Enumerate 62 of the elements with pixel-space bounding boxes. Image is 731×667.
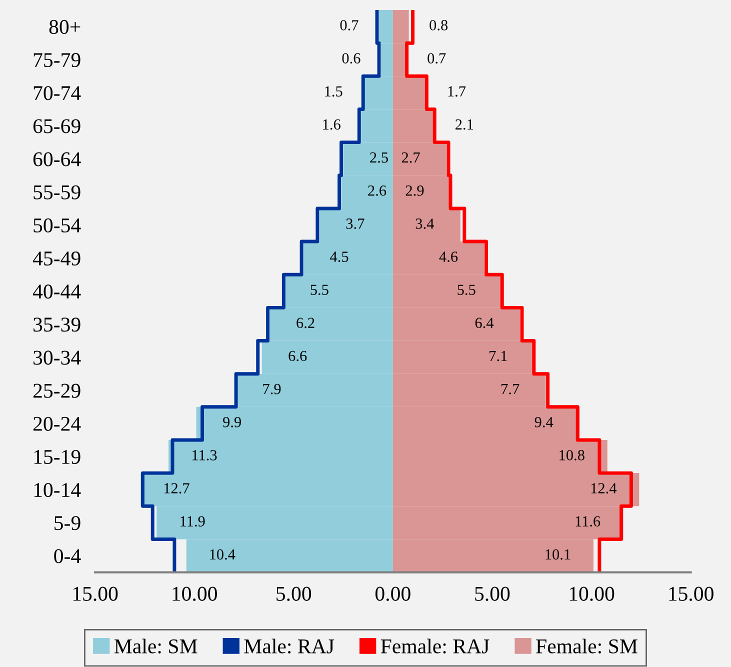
data-label: 6.2 bbox=[296, 318, 314, 328]
x-tick-label: 10.00 bbox=[570, 586, 614, 601]
data-label: 2.9 bbox=[406, 185, 424, 196]
y-tick-label: 35-39 bbox=[34, 318, 80, 332]
data-label: 2.6 bbox=[368, 185, 386, 196]
y-tick-label: 65-69 bbox=[33, 119, 80, 134]
y-tick-label: 15-19 bbox=[34, 450, 80, 464]
x-tick-label: 0.00 bbox=[375, 586, 410, 601]
data-label: 1.6 bbox=[323, 119, 340, 130]
data-label: 0.6 bbox=[342, 53, 360, 64]
y-tick-label: 40-44 bbox=[32, 284, 81, 299]
x-tick-label: 15.00 bbox=[669, 586, 714, 601]
y-tick-label: 70-74 bbox=[34, 86, 81, 100]
data-label: 7.9 bbox=[263, 384, 281, 394]
data-label: 11.3 bbox=[192, 450, 217, 460]
data-label: 2.5 bbox=[370, 152, 388, 163]
data-label: 6.6 bbox=[288, 350, 307, 362]
data-label: 7.1 bbox=[490, 350, 507, 362]
data-label: 4.6 bbox=[439, 252, 458, 262]
x-tick-label: 5.00 bbox=[475, 586, 510, 601]
data-label: 10.8 bbox=[560, 450, 584, 460]
data-label: 7.7 bbox=[502, 384, 520, 394]
data-label: 10.4 bbox=[210, 549, 236, 560]
y-tick-label: 30-34 bbox=[34, 350, 81, 365]
data-label: 4.5 bbox=[330, 252, 348, 262]
y-tick-label: 60-64 bbox=[33, 152, 81, 166]
y-tick-label: 80+ bbox=[49, 20, 80, 34]
data-label: 12.4 bbox=[591, 483, 617, 494]
data-label: 5.5 bbox=[458, 284, 476, 296]
legend-label: Female: SM bbox=[536, 638, 638, 654]
legend-label: Male: SM bbox=[114, 638, 198, 654]
legend-label: Female: RAJ bbox=[380, 638, 490, 654]
y-tick-label: 20-24 bbox=[33, 416, 81, 431]
y-tick-label: 45-49 bbox=[32, 252, 80, 266]
data-label: 11.6 bbox=[576, 516, 600, 527]
y-tick-label: 10-14 bbox=[34, 482, 81, 498]
data-label: 9.4 bbox=[534, 417, 554, 428]
data-label: 3.4 bbox=[416, 218, 434, 229]
data-label: 3.7 bbox=[346, 218, 364, 229]
y-tick-label: 50-54 bbox=[34, 218, 81, 232]
x-tick-label: 10.00 bbox=[172, 586, 217, 601]
legend-label: Male: RAJ bbox=[244, 638, 334, 654]
data-label: 11.9 bbox=[180, 516, 205, 527]
data-label: 12.7 bbox=[164, 483, 190, 494]
data-label: 2.7 bbox=[402, 152, 420, 163]
x-tick-label: 5.00 bbox=[276, 586, 312, 601]
y-tick-label: 75-79 bbox=[34, 53, 80, 68]
data-label: 0.7 bbox=[428, 53, 446, 64]
data-label: 2.1 bbox=[456, 119, 474, 130]
y-tick-label: 55-59 bbox=[34, 185, 80, 200]
data-label: 6.4 bbox=[475, 318, 494, 328]
x-tick-label: 15.00 bbox=[73, 586, 118, 601]
y-tick-label: 5-9 bbox=[54, 516, 80, 530]
data-label: 1.7 bbox=[448, 86, 466, 97]
data-label: 9.9 bbox=[223, 417, 241, 428]
data-label: 1.5 bbox=[325, 86, 342, 97]
data-label: 5.5 bbox=[310, 284, 328, 296]
y-tick-label: 25-29 bbox=[33, 384, 80, 398]
y-tick-label: 0-4 bbox=[54, 549, 81, 564]
data-label: 0.8 bbox=[430, 20, 448, 30]
data-label: 10.1 bbox=[546, 549, 570, 560]
data-label: 0.7 bbox=[340, 20, 358, 30]
